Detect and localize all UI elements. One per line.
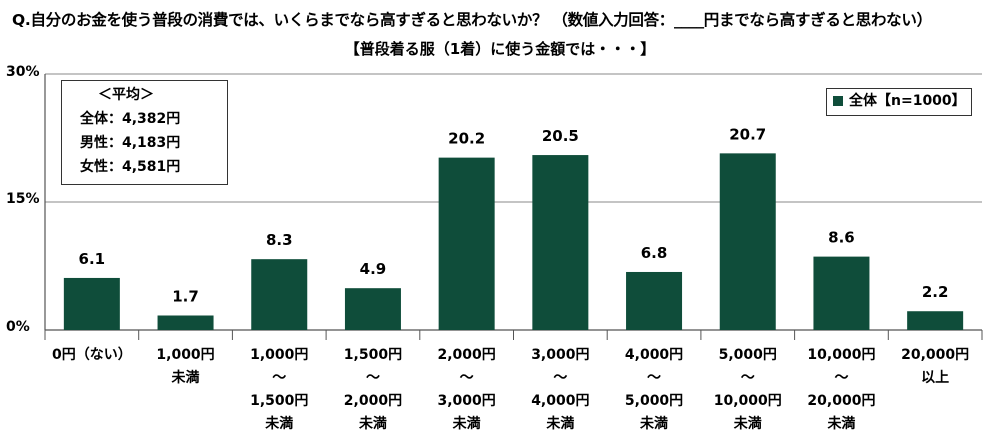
x-category-line: ～ <box>459 370 474 386</box>
y-tick-label-15: 15% <box>6 191 40 207</box>
bar <box>907 311 964 330</box>
question-text: Q.自分のお金を使う普段の消費では、いくらまでなら高すぎると思わないか？ （数値… <box>12 11 932 29</box>
x-category-line: 以上 <box>921 370 950 386</box>
bar <box>63 277 120 330</box>
x-category-label: 0円（ない） <box>45 344 139 367</box>
data-label: 20.2 <box>448 130 485 148</box>
data-label: 6.8 <box>641 244 668 262</box>
data-label: 1.7 <box>172 287 199 305</box>
x-category-line: ～ <box>647 370 662 386</box>
x-category-line: 10,000円 <box>807 347 876 363</box>
x-category-line: 未満 <box>358 416 387 432</box>
average-total: 全体：4,382円 <box>80 111 181 127</box>
x-category-label: 1,000円 ～ 1,500円 未満 <box>232 344 326 436</box>
bar <box>719 153 776 330</box>
x-category-line: 3,000円 <box>531 347 590 363</box>
bar <box>157 315 214 330</box>
x-category-line: 5,000円 <box>718 347 777 363</box>
chart-legend: 全体【n=1000】 <box>826 88 972 116</box>
x-category-line: 1,000円 <box>250 347 309 363</box>
data-label: 8.6 <box>828 229 855 247</box>
average-box: ＜平均＞ 全体：4,382円 男性：4,183円 女性：4,581円 <box>61 80 228 185</box>
x-category-line: 5,000円 <box>624 393 684 409</box>
x-category-line: 未満 <box>265 416 294 432</box>
x-category-line: ～ <box>740 370 755 386</box>
bar <box>251 259 308 330</box>
data-label: 4.9 <box>360 260 387 278</box>
average-male: 男性：4,183円 <box>80 135 181 151</box>
y-tick-label-30: 30% <box>6 64 40 80</box>
x-category-label: 10,000円 ～ 20,000円 未満 <box>794 344 888 436</box>
x-category-line: 2,000円 <box>343 393 403 409</box>
average-heading: ＜平均＞ <box>98 87 154 103</box>
x-category-line: ～ <box>834 370 849 386</box>
x-category-label: 2,000円 ～ 3,000円 未満 <box>420 344 514 436</box>
x-category-line: 未満 <box>546 416 575 432</box>
average-female: 女性：4,581円 <box>80 159 181 175</box>
x-category-line: 1,000円 <box>156 347 215 363</box>
x-category-line: ～ <box>365 370 380 386</box>
x-category-line: 20,000円 <box>807 393 876 409</box>
x-category-line: 未満 <box>452 416 481 432</box>
x-category-line: 未満 <box>640 416 669 432</box>
x-category-line: ～ <box>272 370 287 386</box>
x-category-label: 20,000円 以上 <box>888 344 982 390</box>
bar <box>344 288 401 330</box>
x-category-label: 4,000円 ～ 5,000円 未満 <box>607 344 701 436</box>
data-label: 20.5 <box>542 127 579 145</box>
x-category-label: 1,500円 ～ 2,000円 未満 <box>326 344 420 436</box>
x-category-line: 4,000円 <box>624 347 684 363</box>
x-category-line: 0円（ない） <box>51 347 132 363</box>
x-category-line: 未満 <box>733 416 762 432</box>
x-category-line: 1,500円 <box>250 393 309 409</box>
x-category-line: 未満 <box>827 416 856 432</box>
x-category-line: ～ <box>553 370 568 386</box>
x-category-label: 3,000円 ～ 4,000円 未満 <box>513 344 607 436</box>
bar <box>438 157 495 330</box>
legend-label: 全体【n=1000】 <box>849 93 966 109</box>
x-category-line: 3,000円 <box>437 393 496 409</box>
data-label: 20.7 <box>729 125 766 143</box>
x-category-line: 1,500円 <box>343 347 403 363</box>
x-category-line: 20,000円 <box>901 347 970 363</box>
bar <box>626 271 683 330</box>
bar <box>813 256 870 330</box>
x-category-line: 4,000円 <box>531 393 590 409</box>
x-category-line: 10,000円 <box>713 393 782 409</box>
data-label: 6.1 <box>79 250 106 268</box>
x-category-line: 2,000円 <box>437 347 496 363</box>
x-category-label: 5,000円 ～ 10,000円 未満 <box>701 344 795 436</box>
data-label: 2.2 <box>922 283 949 301</box>
x-category-line: 未満 <box>171 370 200 386</box>
chart-subtitle: 【普段着る服（1着）に使う金額では・・・】 <box>344 40 656 58</box>
legend-swatch <box>833 96 843 106</box>
data-label: 8.3 <box>266 231 293 249</box>
x-category-label: 1,000円 未満 <box>139 344 233 390</box>
y-tick-label-0: 0% <box>6 319 30 335</box>
bar <box>532 155 589 330</box>
